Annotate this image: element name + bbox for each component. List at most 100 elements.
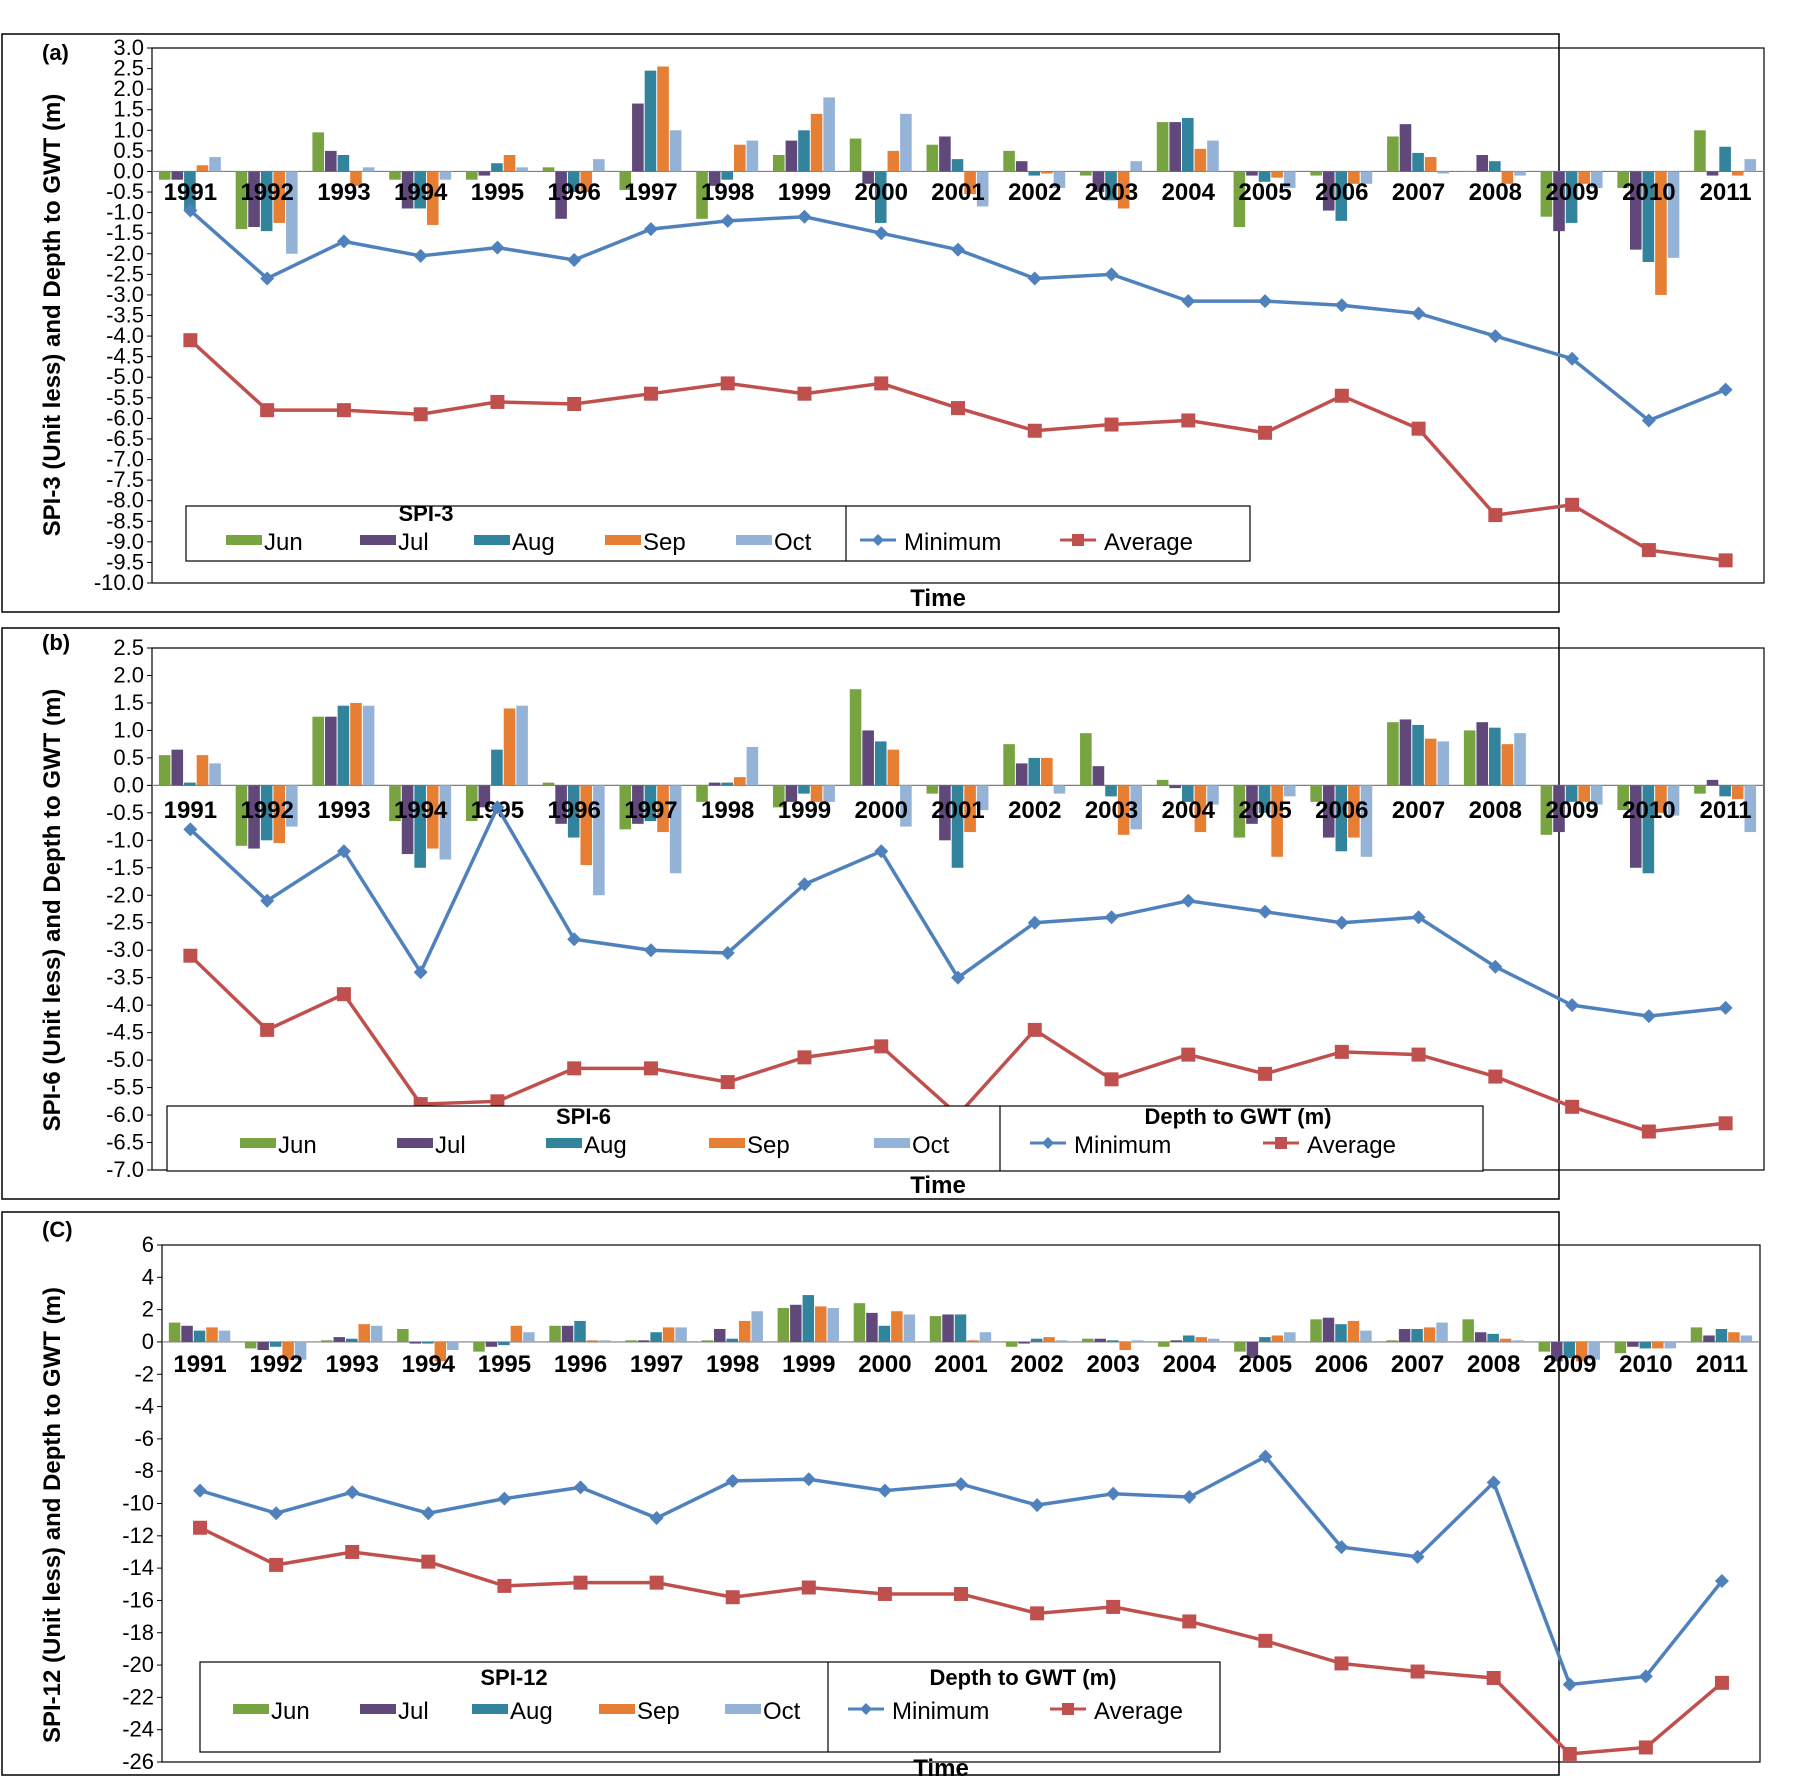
bar-jul-1994 bbox=[401, 785, 414, 855]
bar-sep-2007 bbox=[1424, 157, 1437, 172]
y-tick-label: -24 bbox=[122, 1717, 154, 1742]
bar-oct-2003 bbox=[1130, 161, 1142, 172]
legend-swatch-sep bbox=[605, 535, 641, 545]
legend-label-jun: Jun bbox=[264, 529, 303, 556]
point-minimum-1992 bbox=[260, 893, 275, 908]
bar-jul-1998 bbox=[708, 782, 721, 786]
bar-oct-2011 bbox=[1744, 785, 1757, 833]
bar-oct-2001 bbox=[976, 171, 989, 207]
bar-sep-1996 bbox=[580, 785, 593, 866]
point-minimum-1992 bbox=[260, 271, 275, 286]
point-average-1994 bbox=[421, 1554, 436, 1569]
y-tick-label: 1.0 bbox=[113, 117, 144, 142]
point-average-2005 bbox=[1258, 425, 1273, 440]
bar-oct-1994 bbox=[439, 785, 452, 860]
panel-label: (a) bbox=[42, 40, 69, 65]
bar-jul-2003 bbox=[1092, 171, 1105, 193]
point-minimum-1995 bbox=[497, 1491, 512, 1506]
legend-title-spi: SPI-3 bbox=[398, 501, 453, 526]
bar-sep-1994 bbox=[434, 1341, 447, 1362]
point-minimum-1996 bbox=[567, 252, 582, 267]
bar-jun-1997 bbox=[619, 785, 632, 830]
bar-jul-1993 bbox=[333, 1337, 345, 1342]
bar-sep-2003 bbox=[1117, 171, 1130, 209]
y-tick-label: -3.5 bbox=[106, 303, 144, 328]
point-average-2008 bbox=[1488, 508, 1503, 523]
point-minimum-2009 bbox=[1565, 998, 1580, 1013]
point-average-1995 bbox=[497, 1578, 512, 1593]
y-tick-label: 2.0 bbox=[113, 76, 144, 101]
bar-jul-1994 bbox=[409, 1341, 422, 1344]
bar-sep-1999 bbox=[815, 1306, 827, 1342]
y-tick-label: 2.5 bbox=[113, 56, 144, 81]
bar-jul-2002 bbox=[1018, 1341, 1030, 1344]
point-average-1996 bbox=[573, 1575, 588, 1590]
bar-jul-2011 bbox=[1703, 1335, 1715, 1342]
x-category-label: 2001 bbox=[931, 797, 984, 824]
legend-swatch-jul bbox=[360, 535, 396, 545]
y-tick-label: -4 bbox=[134, 1394, 154, 1419]
bar-jul-2004 bbox=[1169, 785, 1181, 789]
bar-jun-2005 bbox=[1233, 785, 1246, 838]
point-minimum-1995 bbox=[490, 800, 505, 815]
bar-oct-2004 bbox=[1207, 140, 1219, 172]
line-minimum bbox=[189, 209, 1727, 423]
point-average-1997 bbox=[649, 1575, 664, 1590]
bar-jun-1997 bbox=[625, 1340, 637, 1342]
legend-label-minimum: Minimum bbox=[892, 1698, 989, 1725]
bar-sep-1997 bbox=[657, 785, 669, 833]
bar-jun-2011 bbox=[1694, 130, 1706, 172]
legend-swatch-jun bbox=[240, 1138, 276, 1148]
bar-jun-2007 bbox=[1387, 722, 1399, 786]
x-category-label: 2008 bbox=[1469, 797, 1522, 824]
x-category-label: 2004 bbox=[1162, 179, 1216, 206]
bar-jun-1994 bbox=[389, 785, 401, 822]
point-average-2004 bbox=[1181, 413, 1196, 428]
point-average-1993 bbox=[336, 403, 351, 418]
bar-oct-1996 bbox=[593, 159, 605, 172]
bar-jul-2010 bbox=[1629, 171, 1642, 250]
legend-label-aug: Aug bbox=[584, 1132, 627, 1159]
x-category-label: 2000 bbox=[855, 797, 908, 824]
bar-sep-2009 bbox=[1576, 1341, 1588, 1362]
plot-area bbox=[151, 47, 1765, 584]
bar-oct-2004 bbox=[1207, 785, 1219, 805]
bar-jun-1998 bbox=[701, 1340, 713, 1342]
legend-label-aug: Aug bbox=[512, 529, 555, 556]
bar-aug-2000 bbox=[878, 1325, 891, 1342]
bar-aug-1998 bbox=[721, 171, 734, 180]
bar-aug-1994 bbox=[414, 785, 426, 868]
bar-oct-2005 bbox=[1283, 171, 1296, 188]
bar-sep-2006 bbox=[1348, 785, 1360, 838]
bar-sep-1993 bbox=[350, 702, 362, 786]
bar-jul-2009 bbox=[1553, 785, 1565, 833]
point-minimum-2005 bbox=[1258, 904, 1273, 919]
legend-swatch-oct bbox=[736, 535, 772, 545]
x-axis-title: Time bbox=[910, 585, 966, 612]
point-average-2006 bbox=[1334, 1044, 1349, 1059]
bar-jun-1999 bbox=[777, 1308, 790, 1342]
bar-aug-1991 bbox=[184, 171, 196, 211]
bar-oct-1999 bbox=[823, 785, 835, 802]
x-category-label: 1995 bbox=[471, 179, 524, 206]
bar-jun-2000 bbox=[849, 138, 862, 172]
bar-sep-2007 bbox=[1424, 738, 1437, 786]
bar-sep-2005 bbox=[1271, 785, 1283, 857]
bar-oct-1999 bbox=[827, 1308, 840, 1342]
legend-label-minimum: Minimum bbox=[904, 529, 1001, 556]
y-tick-label: -10 bbox=[122, 1491, 154, 1516]
point-minimum-2002 bbox=[1027, 271, 1042, 286]
bar-jul-1992 bbox=[257, 1341, 269, 1351]
point-average-1995 bbox=[490, 1094, 505, 1109]
point-average-2007 bbox=[1411, 1047, 1426, 1062]
bar-jun-1992 bbox=[235, 171, 248, 230]
bar-aug-1996 bbox=[574, 1320, 586, 1342]
legend-box bbox=[166, 1105, 1484, 1172]
bar-aug-1995 bbox=[491, 749, 503, 786]
y-tick-label: -2.5 bbox=[106, 910, 144, 935]
x-axis-title: Time bbox=[913, 1755, 969, 1778]
point-average-2000 bbox=[877, 1586, 892, 1601]
bar-jun-2002 bbox=[1003, 744, 1015, 786]
point-average-1992 bbox=[269, 1557, 284, 1572]
point-minimum-2005 bbox=[1258, 1449, 1273, 1464]
